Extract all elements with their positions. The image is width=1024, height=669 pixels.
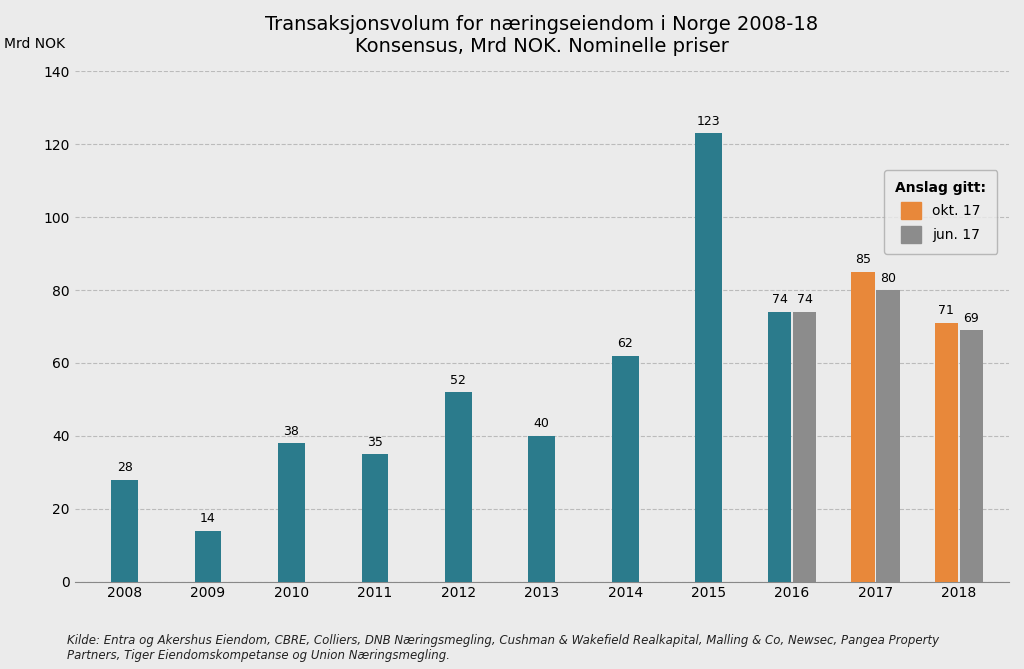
Text: 14: 14	[200, 512, 216, 525]
Bar	[361, 454, 388, 581]
Text: 28: 28	[117, 461, 132, 474]
Text: 69: 69	[964, 312, 979, 324]
Text: 52: 52	[451, 374, 466, 387]
Bar	[877, 290, 900, 581]
Bar	[935, 323, 958, 581]
Text: 38: 38	[284, 425, 299, 438]
Bar	[528, 436, 555, 581]
Text: Mrd NOK: Mrd NOK	[4, 37, 66, 51]
Bar	[768, 312, 792, 581]
Text: Kilde: Entra og Akershus Eiendom, CBRE, Colliers, DNB Næringsmegling, Cushman & : Kilde: Entra og Akershus Eiendom, CBRE, …	[67, 634, 939, 662]
Text: 74: 74	[772, 294, 787, 306]
Legend: okt. 17, jun. 17: okt. 17, jun. 17	[884, 170, 997, 254]
Text: 35: 35	[367, 436, 383, 449]
Text: 85: 85	[855, 254, 871, 266]
Text: 74: 74	[797, 294, 812, 306]
Bar	[793, 312, 816, 581]
Bar	[695, 133, 722, 581]
Text: 71: 71	[938, 304, 954, 317]
Text: 62: 62	[617, 337, 633, 350]
Text: 40: 40	[534, 417, 550, 430]
Text: 123: 123	[696, 115, 721, 128]
Title: Transaksjonsvolum for næringseiendom i Norge 2008-18
Konsensus, Mrd NOK. Nominel: Transaksjonsvolum for næringseiendom i N…	[265, 15, 818, 56]
Bar	[959, 330, 983, 581]
Bar	[112, 480, 138, 581]
Bar	[851, 272, 874, 581]
Bar	[279, 443, 305, 581]
Bar	[612, 356, 639, 581]
Bar	[445, 392, 472, 581]
Bar	[195, 531, 221, 581]
Text: 80: 80	[880, 272, 896, 284]
